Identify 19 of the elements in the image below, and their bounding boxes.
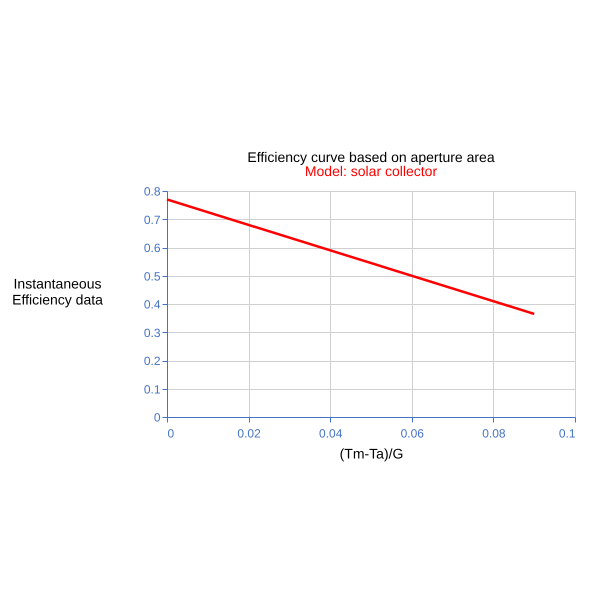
y-tick-label: 0 (154, 410, 161, 424)
x-tick-label: 0.08 (482, 426, 506, 440)
x-tick-label: 0 (168, 426, 174, 440)
x-tick-label: 0.02 (237, 426, 262, 440)
x-tick-label: 0.1 (558, 426, 576, 440)
chart-title: Efficiency curve based on aperture area (247, 149, 495, 165)
chart-subtitle: Model: solar collector (304, 163, 438, 179)
x-tick-label: 0.04 (319, 426, 343, 440)
x-tick-label: 0.06 (400, 426, 424, 440)
y-tick-label: 0.3 (144, 326, 161, 340)
x-axis-title: (Tm-Ta)/G (340, 446, 404, 462)
y-tick-label: 0.6 (144, 241, 161, 255)
y-tick-label: 0.7 (144, 212, 161, 227)
y-tick-label: 0.5 (144, 269, 161, 284)
y-tick-label: 0.2 (144, 354, 161, 368)
y-tick-label: 0.4 (144, 298, 161, 312)
y-tick-label: 0.1 (144, 382, 161, 396)
y-axis-title: Instantaneous Efficiency data (12, 276, 104, 308)
y-tick-label: 0.8 (144, 184, 161, 198)
